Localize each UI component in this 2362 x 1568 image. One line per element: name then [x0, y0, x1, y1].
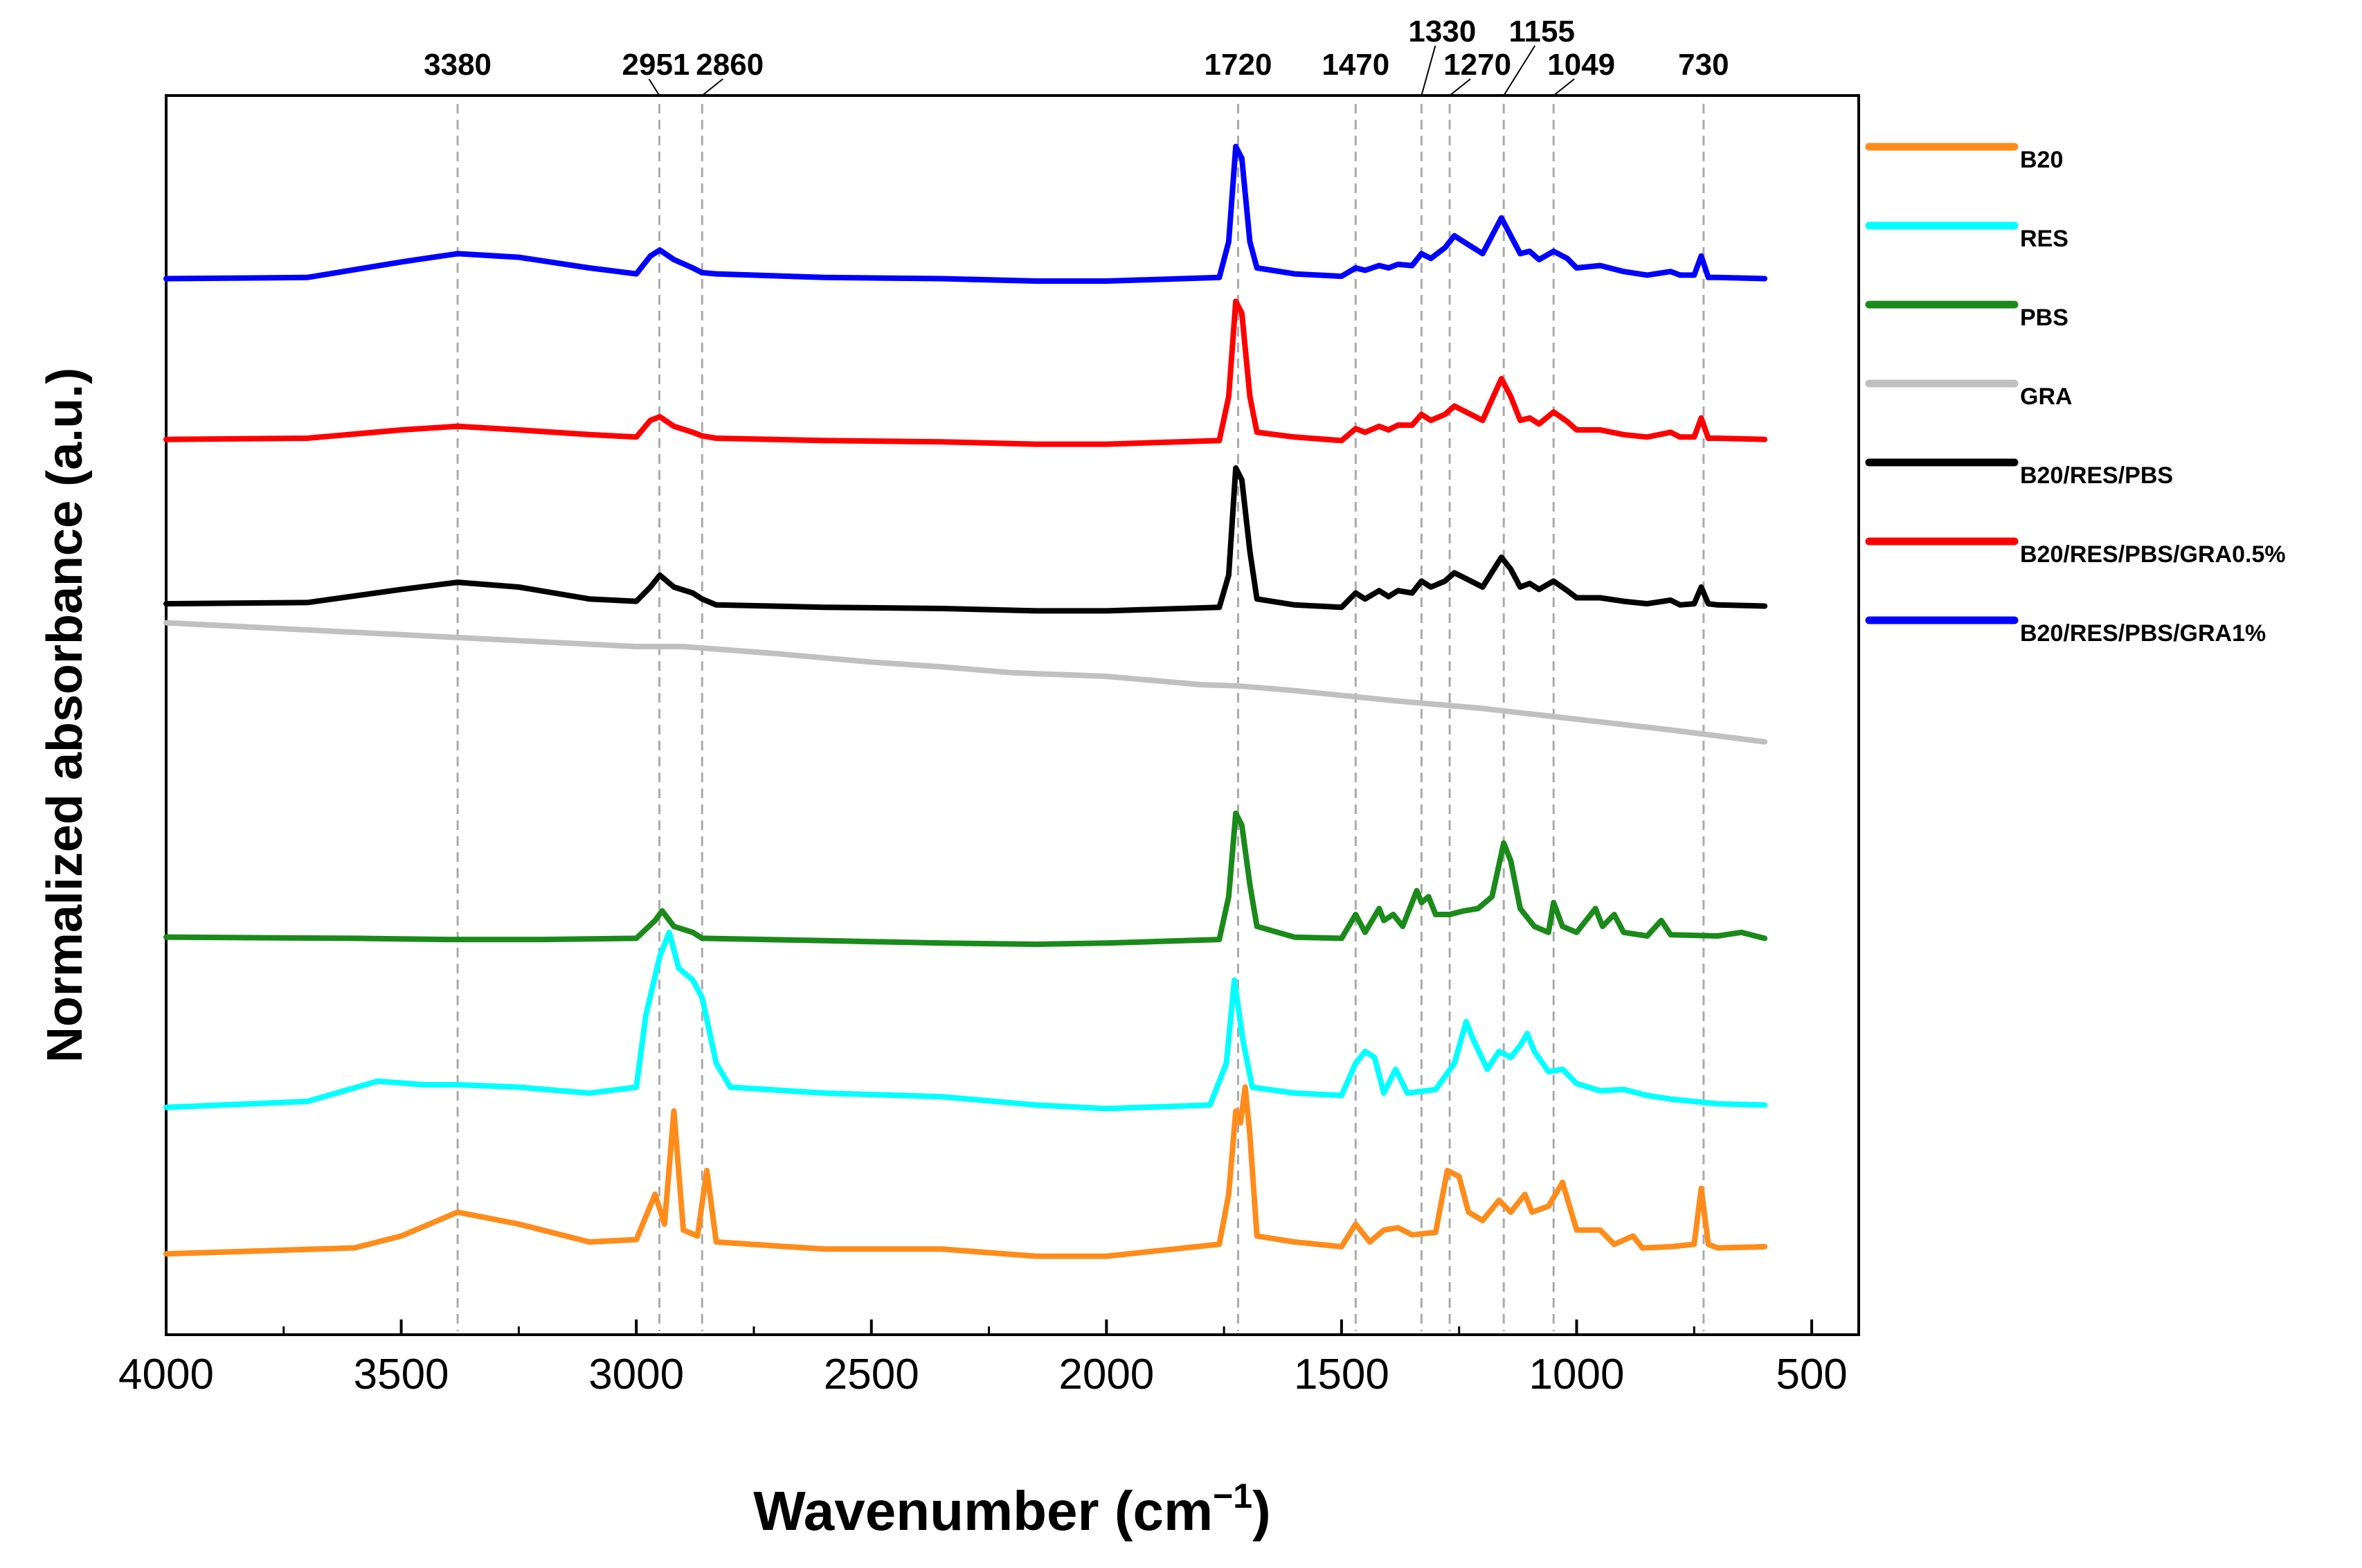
x-tick-label: 1000 [1529, 1351, 1625, 1398]
x-tick-label: 3000 [588, 1351, 684, 1398]
peak-label: 1049 [1547, 48, 1615, 82]
legend-label: B20/RES/PBS/GRA1% [2020, 620, 2266, 647]
x-axis-ticks: 4000 3500 3000 2500 2000 1500 1000 500 [118, 1319, 1848, 1398]
x-axis-label: Wavenumber (cm−1) [753, 1477, 1271, 1542]
x-tick-label: 1500 [1294, 1351, 1389, 1398]
series-line-b20-res-pbs [163, 465, 1768, 614]
peak-leader-line [1449, 78, 1471, 96]
series-line-b20-res-pbs-gra1- [163, 143, 1768, 284]
x-tick-label: 3500 [354, 1351, 449, 1398]
peak-leader-line [1421, 45, 1436, 96]
y-axis-label: Normalized absorbance (a.u.) [37, 368, 93, 1063]
legend: B20 RES PBS GRA B20/RES/PBS B20/RES/PBS/GRA0.… [1865, 143, 2286, 647]
peak-label: 1720 [1205, 48, 1272, 82]
legend-label: GRA [2020, 384, 2073, 410]
series-line-b20 [163, 1084, 1768, 1259]
peak-marker-lines [456, 104, 1705, 1331]
x-axis-label-close: ) [1252, 1480, 1271, 1542]
plot-frame [165, 94, 1860, 1336]
legend-label: B20/RES/PBS/GRA0.5% [2020, 541, 2286, 568]
legend-label: RES [2020, 226, 2068, 252]
peak-leader-line [1503, 45, 1536, 96]
peak-leader-line [1553, 78, 1575, 96]
peak-label: 730 [1678, 48, 1729, 82]
peak-leader-line [701, 78, 723, 96]
peak-label: 3380 [424, 48, 492, 82]
spectra-series [163, 143, 1768, 1259]
series-line-b20-res-pbs-gra0-5- [163, 298, 1768, 447]
peak-label: 2951 [622, 48, 690, 82]
series-line-gra [163, 620, 1768, 745]
series-line-res [163, 929, 1768, 1112]
peak-label: 2860 [696, 48, 764, 82]
peak-label: 1155 [1508, 15, 1574, 48]
x-tick-label: 2000 [1058, 1351, 1154, 1398]
x-tick-label: 500 [1776, 1351, 1847, 1398]
peak-label: 1470 [1322, 48, 1389, 82]
x-axis-label-superscript: −1 [1213, 1477, 1252, 1515]
peak-label: 1270 [1443, 48, 1511, 82]
x-tick-label: 2500 [824, 1351, 919, 1398]
peak-label: 1330 [1408, 15, 1476, 48]
series-line-pbs [163, 810, 1768, 947]
legend-label: PBS [2020, 305, 2068, 331]
x-tick-label: 4000 [118, 1351, 214, 1398]
peak-leader-line [648, 78, 660, 96]
x-axis-label-main: Wavenumber (cm [753, 1480, 1213, 1542]
legend-label: B20/RES/PBS [2020, 462, 2173, 489]
legend-label: B20 [2020, 147, 2063, 173]
